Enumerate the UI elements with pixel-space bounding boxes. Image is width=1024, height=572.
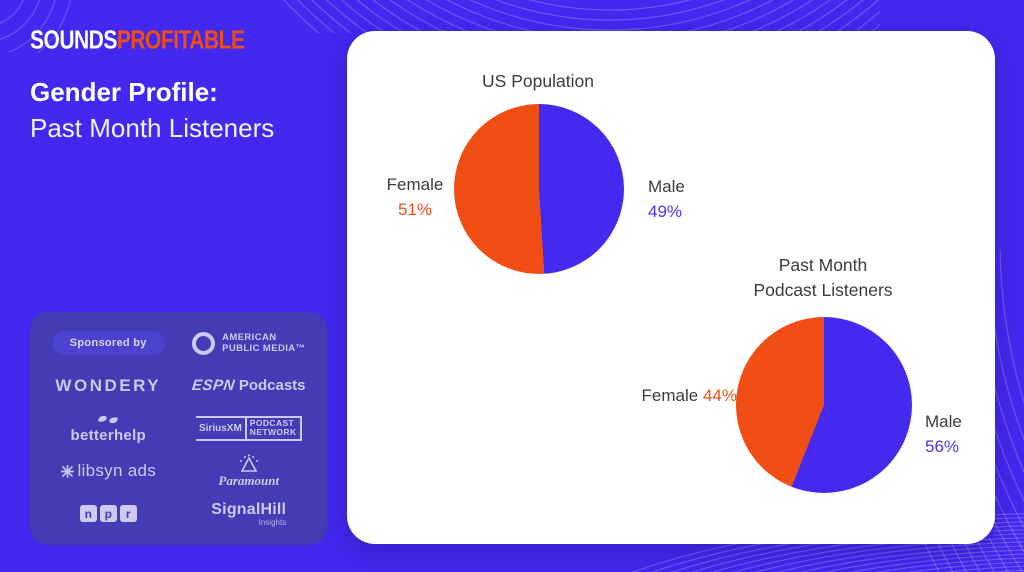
chart-card: US Population Female 51% Male 49% Past M… <box>347 31 995 544</box>
logo-profitable: PROFITABLE <box>116 26 245 55</box>
sponsored-by-badge: Sponsored by <box>51 331 165 356</box>
pie2-female-name: Female <box>641 386 699 405</box>
slide-heading: Gender Profile: Past Month Listeners <box>30 74 274 146</box>
libsyn-star-icon <box>61 464 75 478</box>
pie2-male-label: Male 56% <box>925 409 995 459</box>
pie2-title-line2: Podcast Listeners <box>753 280 893 300</box>
pie1-male-name: Male <box>648 177 685 196</box>
npr-letter-p: p <box>99 505 117 523</box>
signalhill-wordmark: SignalHill <box>211 500 287 518</box>
sponsor-logo-npr: n p r <box>79 505 137 523</box>
sponsor-logo-siriusxm-podcast-network: SiriusXM PODCAST NETWORK <box>195 415 302 441</box>
apm-line1: AMERICAN <box>222 331 277 343</box>
sponsor-logo-libsyn-ads: libsyn ads <box>60 461 156 481</box>
sponsor-logo-signal-hill: SignalHill Insights <box>211 501 286 527</box>
pie1-female-name: Female <box>386 175 444 194</box>
apm-circle-icon <box>192 331 216 355</box>
sponsor-logo-wondery: WONDERY <box>55 375 162 395</box>
pie1-male-pct: 49% <box>648 202 683 221</box>
betterhelp-icon <box>98 415 119 424</box>
paramount-wordmark: Paramount <box>218 473 280 489</box>
pie-chart-past-month-listeners <box>736 317 912 493</box>
sponsor-logo-paramount: Paramount <box>218 453 279 489</box>
pie2-male-pct: 56% <box>925 437 960 456</box>
pie2-female-label: Female 44% <box>587 383 737 408</box>
pie2-female-pct: 44% <box>702 386 737 405</box>
apm-line2: PUBLIC MEDIA™ <box>222 343 306 355</box>
siriusxm-podcast-label: PODCAST <box>249 417 295 428</box>
pie2-male-name: Male <box>925 412 962 431</box>
signalhill-insights-label: Insights <box>258 517 287 527</box>
espn-wordmark: ESPN <box>190 377 237 395</box>
espn-podcasts-label: Podcasts <box>238 377 306 395</box>
sponsor-logo-betterhelp: betterhelp <box>70 413 146 444</box>
npr-letter-n: n <box>79 505 97 523</box>
heading-line2: Past Month Listeners <box>30 113 275 143</box>
sounds-profitable-logo: SOUNDSPROFITABLE <box>30 26 245 56</box>
sponsor-panel: Sponsored by AMERICAN PUBLIC MEDIA™ WOND… <box>30 312 327 545</box>
pie1-title: US Population <box>482 71 594 91</box>
pie2-title-line1: Past Month <box>778 255 868 275</box>
pie1-female-label: Female 51% <box>379 172 451 222</box>
betterhelp-wordmark: betterhelp <box>70 426 146 444</box>
pie1-female-pct: 51% <box>397 200 433 219</box>
paramount-mountain-icon <box>239 454 258 472</box>
sponsor-logo-espn-podcasts: ESPN Podcasts <box>190 377 306 395</box>
siriusxm-wordmark: SiriusXM <box>195 415 245 441</box>
npr-letter-r: r <box>119 505 137 523</box>
logo-sounds: SOUNDS <box>30 26 117 55</box>
sponsor-logo-american-public-media: AMERICAN PUBLIC MEDIA™ <box>192 331 306 355</box>
pie1-male-label: Male 49% <box>648 174 718 224</box>
heading-line1: Gender Profile: <box>30 77 218 107</box>
libsyn-wordmark: libsyn ads <box>77 461 157 481</box>
pie-chart-us-population <box>454 104 624 274</box>
pie2-title: Past Month Podcast Listeners <box>673 253 973 303</box>
siriusxm-network-label: NETWORK <box>249 427 297 438</box>
